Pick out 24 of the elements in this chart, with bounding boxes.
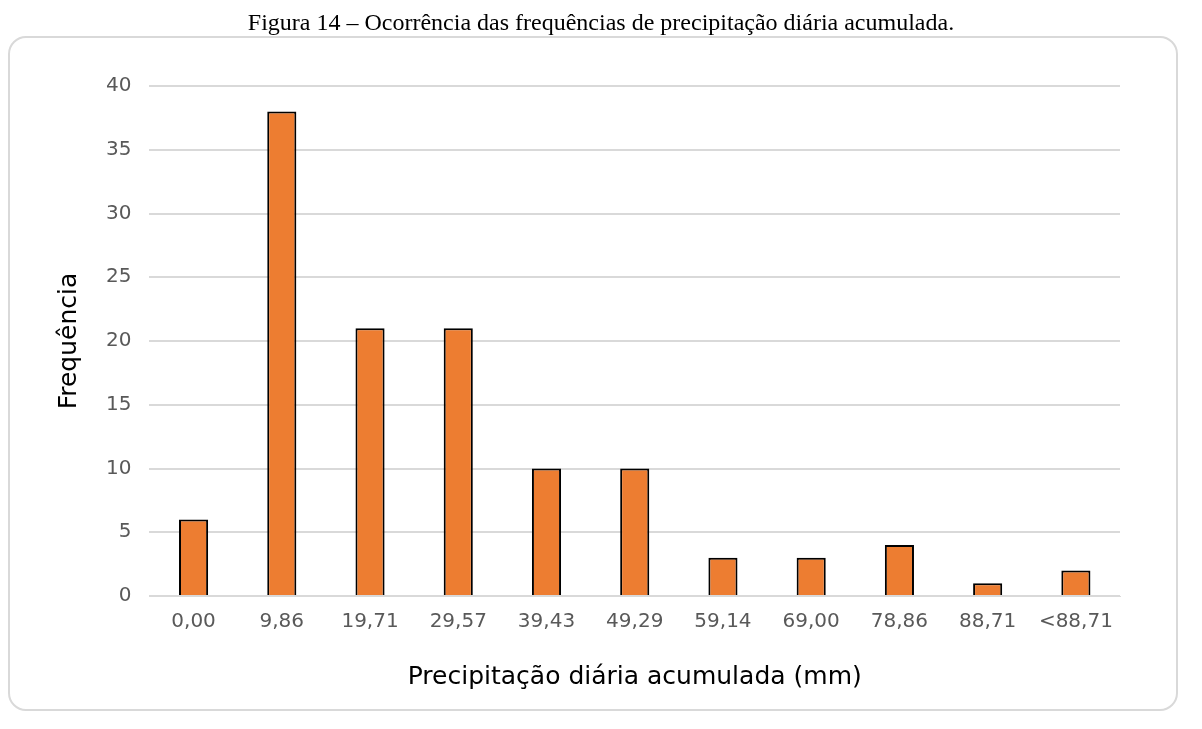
- x-tick-label: 69,00: [782, 608, 840, 633]
- x-tick-label: 78,86: [870, 608, 929, 633]
- y-tick-label: 15: [106, 390, 132, 415]
- x-tick-label: <88,71: [1038, 608, 1113, 633]
- y-axis-title: Frequência: [52, 272, 82, 410]
- y-tick-label: 10: [106, 454, 132, 479]
- x-axis-title: Precipitação diária acumulada (mm): [407, 660, 862, 690]
- x-tick-label: 49,29: [606, 608, 664, 633]
- x-tick-label: 19,71: [341, 608, 399, 633]
- y-tick-label: 5: [118, 518, 132, 543]
- y-tick-label: 35: [106, 135, 132, 160]
- chart-frame: Precipitação diária acumulada (mm) Frequência 0,00 9,86 19,71 29,57 39,43 49,29 59,14 69,00 78,86 88,71 <88,71 0 5 10 15 20 25 30 35 40: [8, 36, 1178, 711]
- y-tick-label: 20: [106, 327, 132, 352]
- x-tick-label: 9,86: [259, 608, 305, 633]
- x-tick-label: 39,43: [517, 608, 576, 633]
- y-tick-label: 40: [106, 72, 132, 97]
- x-tick-label: 0,00: [171, 608, 216, 633]
- y-tick-label: 30: [106, 199, 132, 224]
- x-tick-label: 59,14: [694, 608, 752, 633]
- y-tick-label: 0: [118, 582, 132, 607]
- x-tick-label: 88,71: [959, 608, 1017, 633]
- chart-title: Figura 14 – Ocorrência das frequências de precipitação diária acumulada.: [246, 8, 956, 36]
- y-tick-label: 25: [106, 263, 132, 288]
- x-tick-label: 29,57: [429, 608, 487, 633]
